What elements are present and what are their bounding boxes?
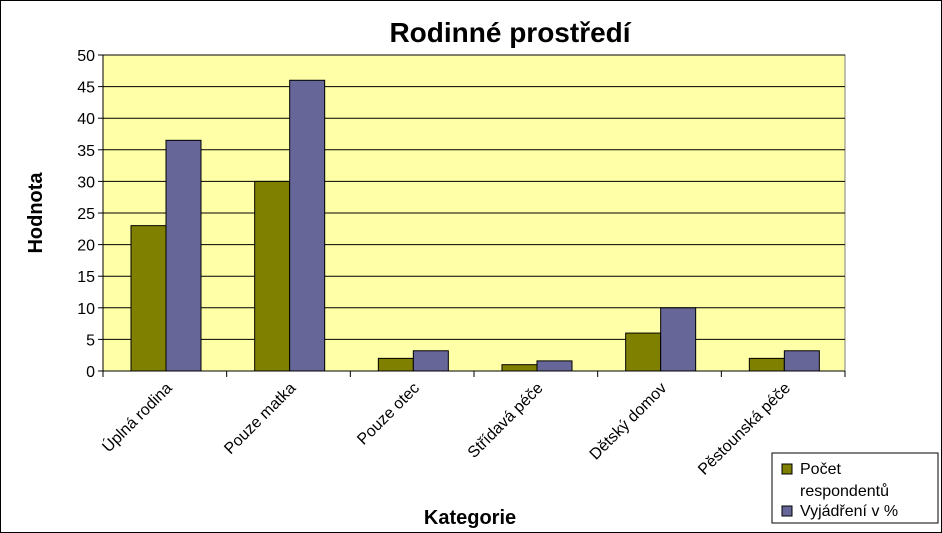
bar bbox=[254, 180, 291, 372]
y-tick-label: 45 bbox=[77, 80, 95, 97]
y-tick-label: 30 bbox=[77, 174, 95, 191]
y-tick-label: 40 bbox=[77, 111, 95, 128]
bar bbox=[625, 332, 662, 372]
y-tick-label: 35 bbox=[77, 143, 95, 160]
y-tick-label: 50 bbox=[77, 48, 95, 65]
y-tick-label: 5 bbox=[86, 332, 95, 349]
y-tick-label: 20 bbox=[77, 238, 95, 255]
bar bbox=[289, 79, 326, 372]
legend-swatch bbox=[781, 463, 793, 475]
bar bbox=[412, 350, 449, 372]
bar bbox=[130, 225, 167, 372]
legend-box bbox=[771, 452, 939, 524]
y-axis-label: Hodnota bbox=[25, 172, 47, 254]
bar bbox=[377, 357, 414, 372]
y-tick-label: 10 bbox=[77, 301, 95, 318]
y-tick-label: 0 bbox=[86, 364, 95, 381]
legend-swatch bbox=[781, 505, 793, 517]
bar bbox=[660, 307, 697, 372]
bar bbox=[165, 139, 202, 372]
legend-label: Počet respondentů bbox=[800, 461, 889, 500]
x-axis-label: Kategorie bbox=[424, 507, 516, 529]
bar bbox=[748, 357, 785, 372]
y-tick-label: 25 bbox=[77, 206, 95, 223]
bar bbox=[783, 350, 820, 372]
bar bbox=[501, 364, 538, 372]
chart-title: Rodinné prostředí bbox=[389, 17, 631, 48]
y-tick-label: 15 bbox=[77, 269, 95, 286]
legend-label: Vyjádření v % bbox=[800, 503, 898, 520]
bar bbox=[536, 360, 573, 372]
